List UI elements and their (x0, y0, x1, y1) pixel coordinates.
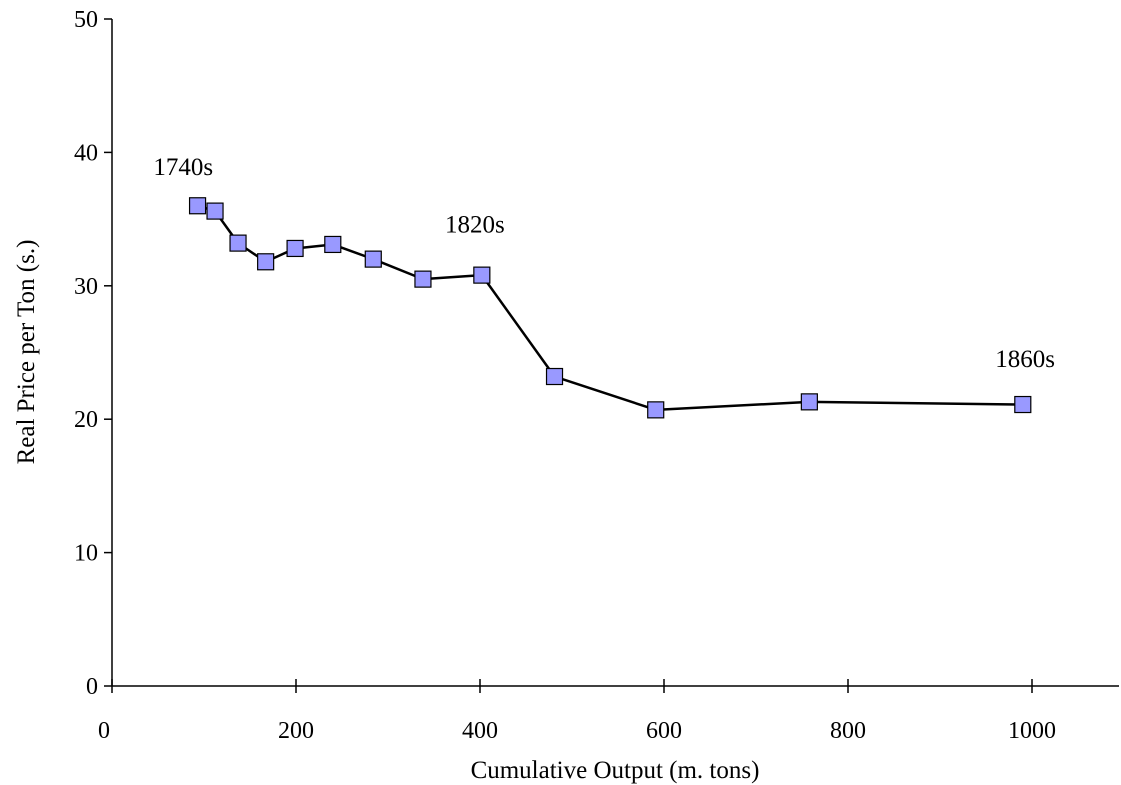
y-tick-label: 40 (74, 140, 98, 166)
y-axis-title: Real Price per Ton (s.) (13, 240, 40, 465)
data-point-marker (647, 401, 665, 419)
decade-annotation: 1740s (153, 154, 213, 181)
tick-labels: 0 10 20 30 40 50 0 200 400 600 800 1000 (74, 7, 1056, 744)
data-point-marker (545, 367, 564, 386)
x-tick-label: 1000 (1008, 718, 1056, 744)
y-tick-label: 20 (74, 407, 98, 433)
data-point-marker (414, 270, 432, 288)
x-tick-label: 0 (98, 718, 110, 744)
x-tick-label: 600 (646, 718, 682, 744)
data-point-marker (473, 266, 491, 284)
y-tick-label: 50 (74, 7, 98, 33)
decade-annotation: 1860s (995, 346, 1055, 373)
annotations: 1740s 1820s 1860s (153, 154, 1055, 373)
series-line (197, 204, 1023, 412)
x-tick-label: 400 (462, 718, 498, 744)
y-tick-label: 0 (86, 674, 98, 700)
data-point-marker (257, 253, 275, 271)
data-point-marker (188, 197, 207, 215)
y-tick-label: 10 (74, 541, 98, 567)
decade-annotation: 1820s (445, 211, 505, 238)
y-tick-label: 30 (74, 274, 98, 300)
x-axis-title: Cumulative Output (m. tons) (471, 757, 760, 784)
x-tick-label: 800 (830, 718, 866, 744)
data-point-marker (229, 234, 247, 252)
x-tick-label: 200 (278, 718, 314, 744)
data-point-marker (286, 239, 304, 258)
data-point-marker (364, 250, 382, 268)
data-point-marker (324, 235, 342, 254)
series (188, 197, 1032, 419)
data-point-marker (206, 202, 224, 220)
tick-marks (104, 18, 1033, 693)
data-point-marker (1014, 395, 1032, 414)
data-point-marker (800, 393, 818, 411)
axes (111, 19, 1119, 687)
